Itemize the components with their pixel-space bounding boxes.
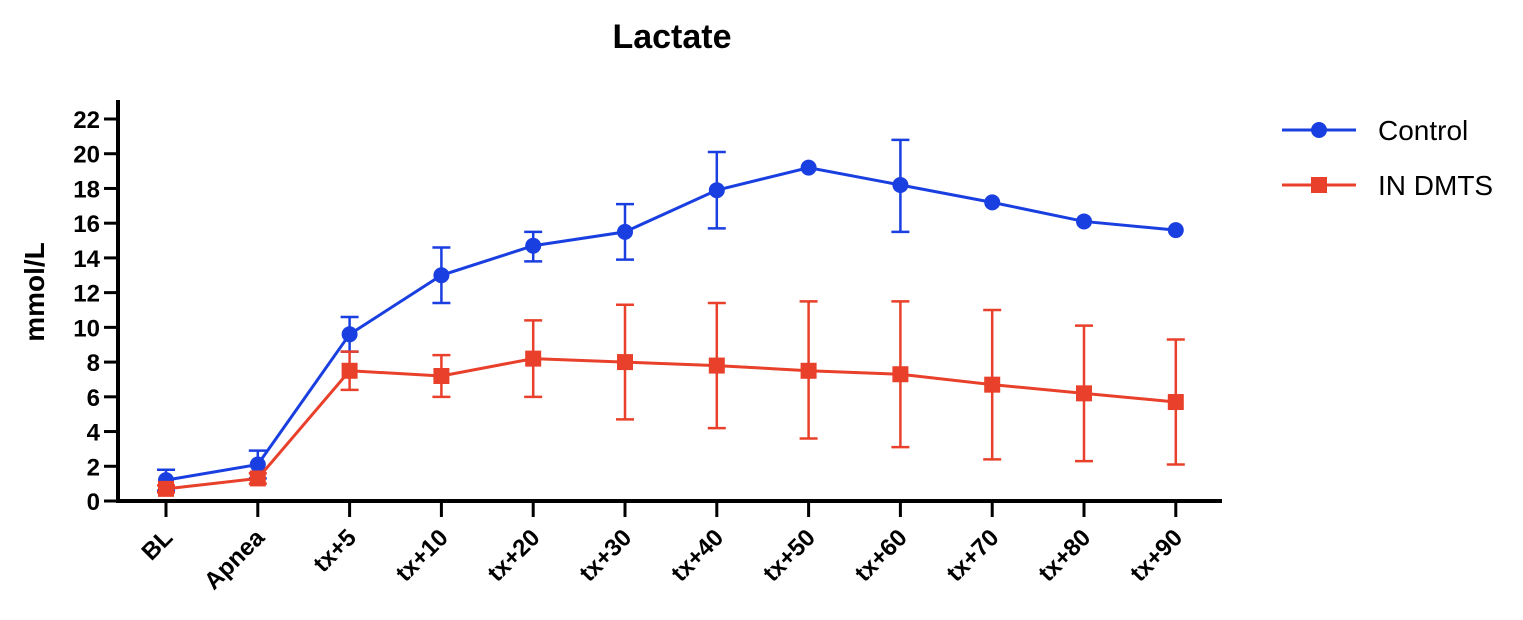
data-point [433, 367, 450, 384]
data-point [617, 354, 633, 371]
data-point [525, 237, 542, 254]
y-tick-label: 14 [73, 246, 100, 273]
plot-area [157, 138, 1185, 497]
y-tick-label: 16 [73, 211, 100, 238]
legend-label: Control [1378, 115, 1468, 146]
data-point [341, 362, 358, 379]
legend: Control IN DMTS [1282, 115, 1493, 201]
series-1 [157, 300, 1185, 497]
y-tick-label: 10 [73, 315, 100, 342]
data-point [341, 326, 358, 343]
data-point [1167, 394, 1184, 411]
data-point [984, 194, 1001, 211]
data-point [249, 470, 266, 487]
y-tick-label: 4 [87, 420, 101, 447]
data-point [1076, 385, 1092, 402]
data-point [249, 456, 266, 473]
x-tick-label: Apnea [199, 524, 270, 595]
series-0 [157, 138, 1184, 492]
data-point [708, 182, 725, 199]
data-point [617, 223, 633, 240]
data-point [984, 376, 1001, 393]
x-tick-label: tx+30 [574, 524, 637, 587]
y-axis-label: mmol/L [19, 242, 50, 342]
y-tick-label: 0 [87, 489, 100, 516]
legend-marker [1311, 177, 1327, 193]
y-tick-label: 6 [87, 385, 100, 412]
series-line [165, 166, 1176, 482]
series-line [165, 357, 1176, 491]
y-tick-label: 18 [73, 176, 100, 203]
data-point [892, 176, 909, 193]
x-tick-label: tx+90 [1125, 524, 1188, 587]
x-tick-label: tx+10 [391, 524, 454, 587]
data-point [1167, 222, 1184, 239]
x-tick-label: tx+20 [482, 524, 545, 587]
x-tick-label: tx+80 [1033, 524, 1096, 587]
y-tick-label: 12 [73, 281, 100, 308]
data-point [525, 350, 542, 367]
x-tick-label: tx+70 [941, 524, 1004, 587]
x-tick-label: tx+50 [758, 524, 821, 587]
x-tick-label: tx+5 [308, 524, 362, 578]
data-point [1076, 213, 1092, 230]
legend-label: IN DMTS [1378, 170, 1493, 201]
data-point [800, 362, 817, 379]
y-tick-label: 20 [73, 142, 100, 169]
data-point [158, 480, 174, 497]
y-tick-label: 22 [73, 107, 100, 134]
data-point [708, 357, 725, 374]
y-tick-label: 2 [87, 454, 100, 481]
data-point [433, 267, 450, 284]
data-point [892, 366, 909, 383]
x-tick-label: BL [137, 524, 179, 566]
legend-marker [1311, 122, 1327, 138]
y-tick-label: 8 [87, 350, 100, 377]
data-point [800, 159, 817, 176]
x-tick-label: tx+60 [850, 524, 913, 587]
axes: 0 2 4 6 8 10 12 14 16 18 20 22 BL Apnea tx+5 tx+10 tx+20… [73, 100, 1222, 595]
x-tick-label: tx+40 [666, 524, 729, 587]
chart-title: Lactate [612, 18, 731, 56]
